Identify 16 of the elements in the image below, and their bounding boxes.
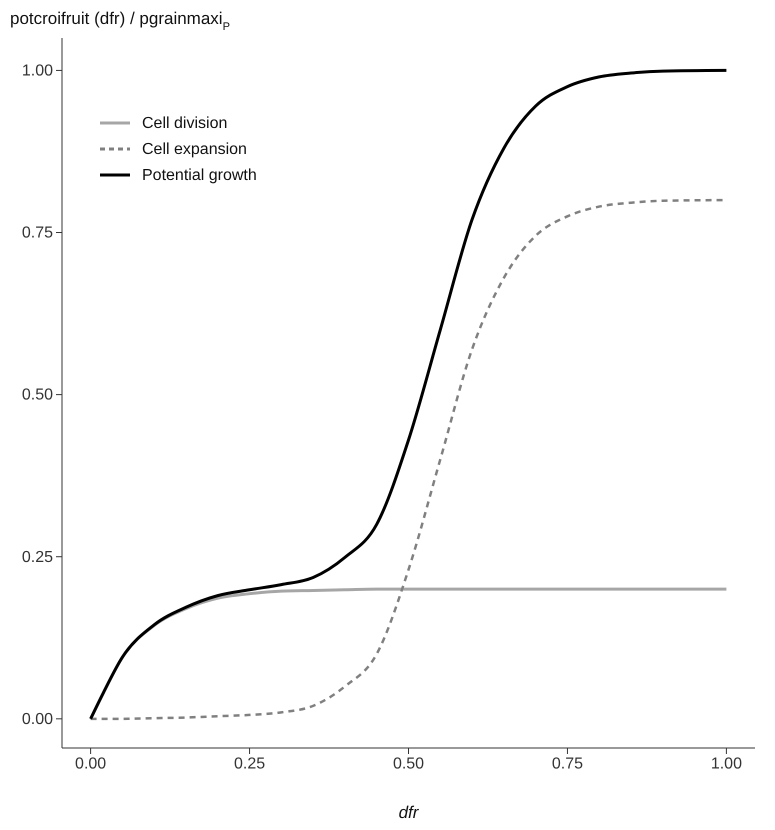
- legend-label: Cell division: [142, 115, 228, 132]
- x-tick-label: 1.00: [710, 755, 742, 772]
- x-tick-label: 0.25: [234, 755, 266, 772]
- legend-label: Cell expansion: [142, 141, 247, 158]
- legend-label: Potential growth: [142, 167, 257, 184]
- line-series: [89, 68, 728, 720]
- y-tick-label: 0.50: [22, 386, 54, 404]
- y-axis-title: potcroifruit (dfr) / pgrainmaxi$_{P}$: [10, 9, 230, 33]
- x-tick-label: 0.00: [75, 755, 106, 772]
- x-axis-title: dfr: [398, 803, 420, 822]
- y-tick-label: 1.00: [22, 62, 54, 80]
- x-tick-label: 0.50: [392, 755, 424, 772]
- y-tick-label: 0.75: [22, 224, 54, 242]
- y-tick-label: 0.00: [22, 710, 54, 728]
- x-tick-label: 0.75: [552, 755, 584, 772]
- y-tick-label: 0.25: [22, 548, 54, 566]
